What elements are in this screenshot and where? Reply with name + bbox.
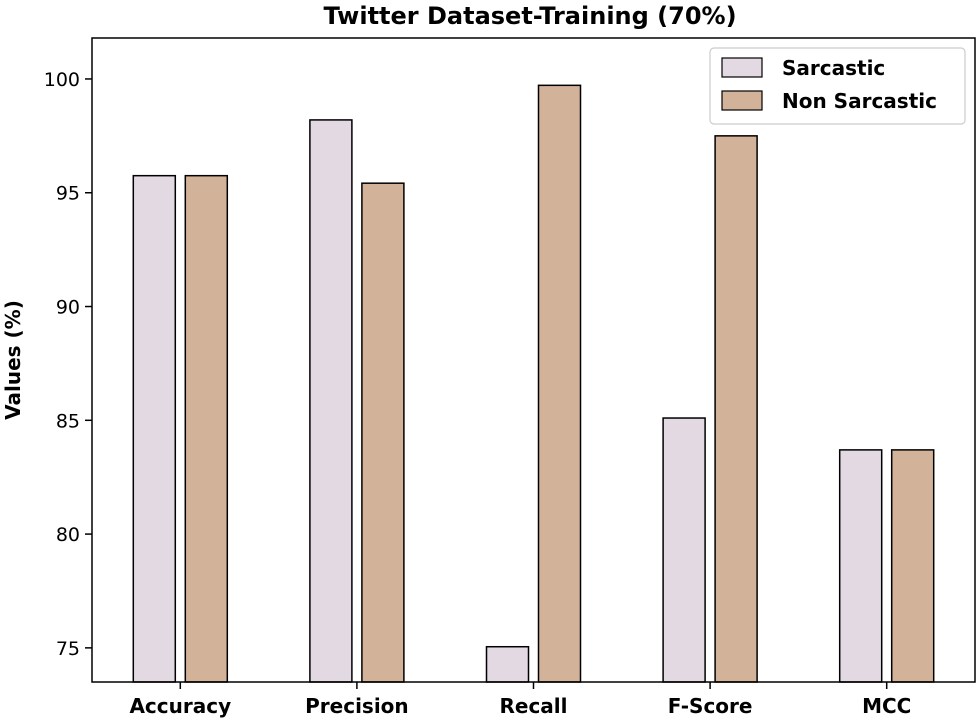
x-tick-label: Accuracy [129, 694, 231, 718]
x-tick-label: MCC [862, 694, 911, 718]
chart-title: Twitter Dataset-Training (70%) [323, 2, 736, 30]
y-axis-ticks: 75 80 85 90 95 100 [44, 69, 92, 660]
bar-recall-non-sarcastic [537, 84, 582, 683]
y-tick-label: 95 [56, 183, 80, 205]
y-tick-label: 75 [56, 638, 80, 660]
bar-f-score-non-sarcastic [714, 135, 758, 683]
plot-frame [91, 37, 976, 683]
bar-precision-sarcastic [309, 119, 353, 683]
bar-recall-sarcastic [485, 645, 530, 683]
bars [132, 84, 935, 683]
bar-f-score-sarcastic [662, 417, 706, 683]
bar-accuracy-non-sarcastic [184, 174, 229, 683]
y-tick-label: 85 [56, 410, 80, 432]
legend-box [709, 47, 966, 125]
y-axis-label: Values (%) [1, 300, 25, 420]
legend-label-sarcastic: Sarcastic [782, 56, 885, 80]
bar-mcc-non-sarcastic [890, 449, 935, 683]
x-tick-label: Recall [499, 694, 567, 718]
x-axis-ticks: Accuracy Precision Recall F-Score MCC [129, 682, 911, 718]
x-tick-label: Precision [305, 694, 409, 718]
legend-swatch-sarcastic [721, 57, 763, 78]
y-tick-label: 80 [56, 524, 80, 546]
y-tick-label: 90 [56, 297, 80, 319]
legend: Sarcastic Non Sarcastic [709, 47, 966, 125]
legend-swatch-non-sarcastic [721, 90, 763, 111]
x-tick-label: F-Score [668, 694, 753, 718]
bar-accuracy-sarcastic [132, 174, 177, 683]
y-tick-label: 100 [44, 69, 80, 91]
bar-mcc-sarcastic [838, 449, 883, 683]
legend-label-non-sarcastic: Non Sarcastic [782, 89, 937, 113]
bar-precision-non-sarcastic [361, 182, 405, 683]
